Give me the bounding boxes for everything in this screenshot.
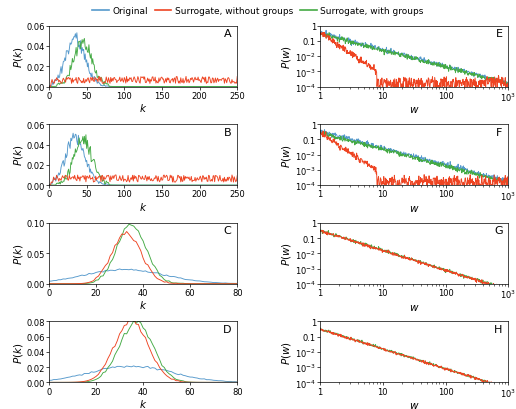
X-axis label: $k$: $k$ — [139, 397, 147, 409]
Y-axis label: $P(k)$: $P(k)$ — [12, 46, 25, 67]
Y-axis label: $P(k)$: $P(k)$ — [12, 145, 25, 166]
Y-axis label: $P(w)$: $P(w)$ — [280, 45, 294, 69]
Y-axis label: $P(w)$: $P(w)$ — [280, 242, 294, 265]
X-axis label: $k$: $k$ — [139, 299, 147, 310]
Y-axis label: $P(k)$: $P(k)$ — [12, 342, 25, 363]
Text: A: A — [224, 29, 232, 39]
X-axis label: $w$: $w$ — [409, 302, 420, 312]
Text: B: B — [224, 127, 232, 137]
Y-axis label: $P(w)$: $P(w)$ — [280, 340, 294, 364]
X-axis label: $w$: $w$ — [409, 204, 420, 213]
Y-axis label: $P(w)$: $P(w)$ — [280, 144, 294, 167]
X-axis label: $w$: $w$ — [409, 105, 420, 115]
Text: G: G — [494, 226, 503, 236]
X-axis label: $w$: $w$ — [409, 400, 420, 409]
X-axis label: $k$: $k$ — [139, 200, 147, 212]
Text: C: C — [224, 226, 232, 236]
Text: F: F — [496, 127, 503, 137]
Text: E: E — [495, 29, 503, 39]
Text: H: H — [494, 324, 503, 334]
Legend: Original, Surrogate, without groups, Surrogate, with groups: Original, Surrogate, without groups, Sur… — [89, 4, 427, 20]
Text: D: D — [223, 324, 232, 334]
Y-axis label: $P(k)$: $P(k)$ — [12, 243, 25, 264]
X-axis label: $k$: $k$ — [139, 102, 147, 114]
